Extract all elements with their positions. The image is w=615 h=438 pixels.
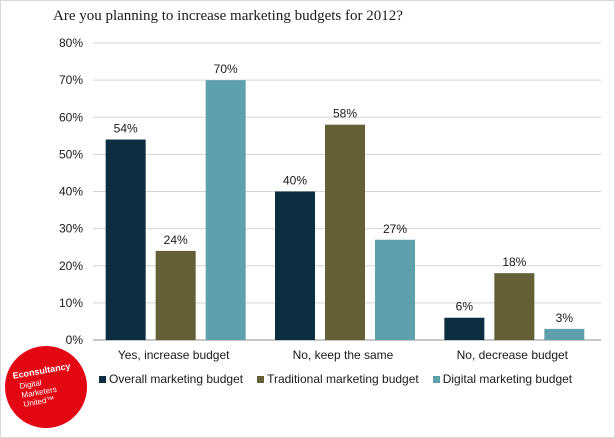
bar bbox=[494, 273, 535, 340]
chart-legend: Overall marketing budget Traditional mark… bbox=[99, 372, 586, 386]
bar bbox=[155, 250, 196, 340]
y-tick-label: 40% bbox=[59, 185, 83, 199]
legend-label: Traditional marketing budget bbox=[267, 372, 419, 386]
logo-brand-text: Econsultancy bbox=[11, 360, 72, 381]
category-label: Yes, increase budget bbox=[118, 348, 230, 362]
legend-item: Overall marketing budget bbox=[99, 372, 243, 386]
y-tick-label: 0% bbox=[66, 333, 84, 347]
category-label: No, keep the same bbox=[293, 348, 394, 362]
bar bbox=[105, 139, 146, 340]
bar bbox=[325, 124, 365, 340]
y-tick-label: 20% bbox=[59, 259, 83, 273]
data-label: 27% bbox=[383, 222, 407, 236]
y-tick-label: 60% bbox=[59, 110, 83, 124]
legend-item: Digital marketing budget bbox=[432, 372, 573, 386]
econsultancy-logo: Econsultancy Digital Marketers United™ bbox=[5, 346, 87, 428]
bar bbox=[275, 191, 315, 340]
data-label: 6% bbox=[456, 300, 474, 314]
chart-title: Are you planning to increase marketing b… bbox=[53, 8, 403, 24]
legend-swatch bbox=[99, 375, 106, 383]
y-tick-label: 30% bbox=[59, 222, 83, 236]
category-label: No, decrease budget bbox=[457, 348, 569, 362]
legend-swatch bbox=[432, 375, 440, 383]
data-label: 3% bbox=[556, 311, 574, 325]
y-tick-label: 80% bbox=[59, 36, 83, 50]
legend-item: Traditional marketing budget bbox=[257, 372, 419, 386]
legend-swatch bbox=[257, 375, 265, 383]
legend-label: Overall marketing budget bbox=[109, 372, 244, 386]
data-label: 58% bbox=[333, 107, 357, 121]
data-label: 24% bbox=[164, 233, 188, 247]
bar bbox=[444, 317, 485, 340]
data-label: 40% bbox=[283, 174, 307, 188]
bar bbox=[375, 239, 415, 340]
bar bbox=[544, 328, 585, 340]
data-label: 54% bbox=[114, 122, 138, 136]
y-tick-label: 70% bbox=[59, 73, 83, 87]
y-tick-label: 50% bbox=[59, 147, 83, 161]
data-label: 18% bbox=[502, 255, 526, 269]
legend-label: Digital marketing budget bbox=[442, 372, 573, 386]
bar bbox=[205, 80, 246, 340]
data-label: 70% bbox=[214, 62, 238, 76]
y-tick-label: 10% bbox=[59, 296, 83, 310]
